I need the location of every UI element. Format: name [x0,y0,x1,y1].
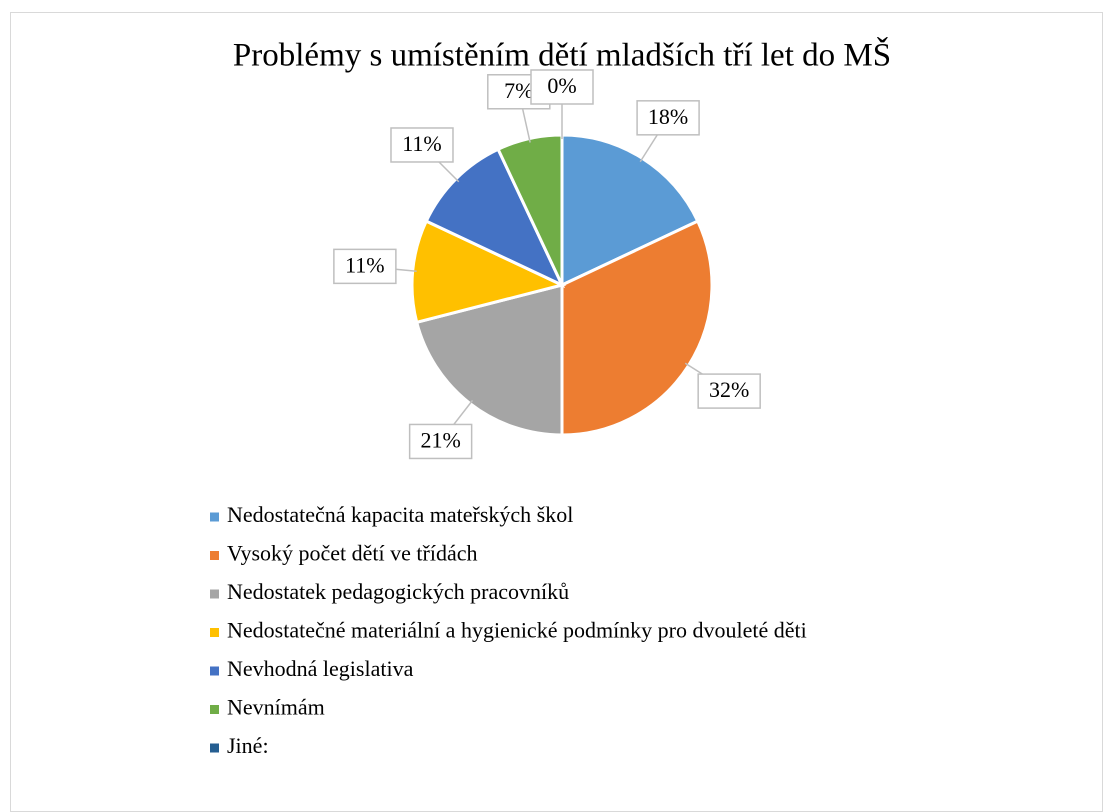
label-box [390,127,454,163]
data-label: 21% [420,427,460,452]
legend-marker [210,551,219,560]
label-box [333,248,397,285]
label-box [697,373,761,409]
data-label: 32% [709,377,749,402]
label-box [636,100,700,136]
legend-label: Jiné: [227,733,269,758]
data-label: 7% [504,78,533,103]
legend-label: Nevnímám [227,695,325,720]
legend-marker [210,589,219,599]
legend-label: Nevhodná legislativa [227,656,414,681]
legend-label: Nedostatečná kapacita mateřských škol [227,502,573,527]
data-label: 11% [402,131,442,156]
legend-marker [210,628,219,637]
legend-marker [210,705,219,714]
legend-marker [210,743,219,753]
chart-title: Problémy s umístěním dětí mladších tří l… [233,36,891,74]
label-box [408,423,473,460]
legend-marker [210,666,219,676]
data-label: 18% [648,104,688,129]
legend-label: Nedostatečné materiální a hygienické pod… [227,618,807,643]
data-label: 11% [345,252,385,277]
legend-marker [210,512,219,522]
data-label: 0% [547,73,576,98]
legend-label: Nedostatek pedagogických pracovníků [227,579,569,604]
label-box [530,69,594,105]
legend-label: Vysoký počet dětí ve třídách [227,541,478,566]
